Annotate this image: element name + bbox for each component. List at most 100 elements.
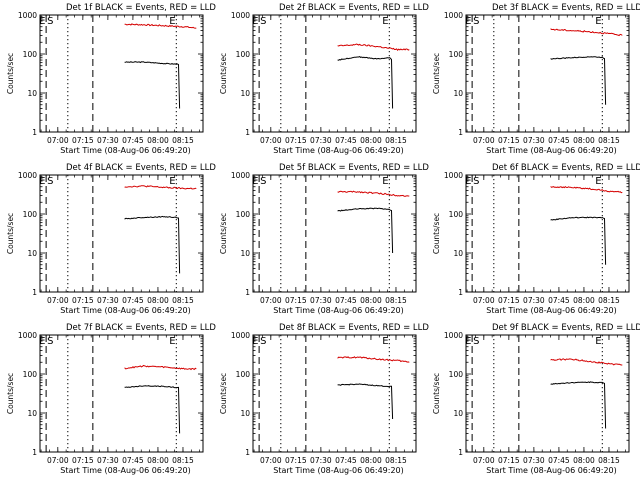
event-end-marker: E — [595, 336, 601, 347]
plot-frame — [39, 334, 204, 453]
det-title-1: Det 1f BLACK = Events, RED = LLD — [66, 3, 216, 13]
det-title-8: Det 8f BLACK = Events, RED = LLD — [279, 323, 429, 333]
y-tick-label: 1000 — [231, 11, 250, 20]
x-tick-label: 07:30 — [310, 456, 332, 465]
event-s-marker: S — [260, 176, 266, 187]
y-tick-label: 100 — [23, 50, 38, 59]
y-tick-label: 10 — [27, 89, 37, 98]
x-tick-label: 08:15 — [385, 456, 407, 465]
lld-series-line — [337, 356, 410, 363]
plot-frame — [252, 174, 417, 293]
lld-series-line — [124, 23, 197, 29]
y-tick-label: 100 — [23, 370, 38, 379]
y-tick-label: 1000 — [18, 331, 37, 340]
y-tick-label: 10 — [27, 249, 37, 258]
event-s-marker: S — [47, 16, 53, 27]
x-tick-label: 07:15 — [498, 136, 520, 145]
y-axis-label: Counts/sec — [6, 213, 15, 254]
y-tick-label: 100 — [449, 50, 464, 59]
y-tick-label: 100 — [449, 210, 464, 219]
y-axis-label: Counts/sec — [219, 213, 228, 254]
plot-frame — [465, 334, 630, 453]
det-panel-9: Det 9f BLACK = Events, RED = LLD 1 10 100 10… — [432, 323, 640, 475]
lld-series-line — [124, 185, 197, 190]
y-tick-label: 1 — [245, 288, 250, 297]
det-panel-2: Det 2f BLACK = Events, RED = LLD 1 10 100 10… — [219, 3, 429, 155]
event-start-marker: E — [39, 336, 45, 347]
y-tick-label: 1 — [458, 128, 463, 137]
lld-series-line — [550, 28, 623, 37]
plot-frame — [39, 174, 204, 293]
y-tick-label: 1 — [458, 288, 463, 297]
x-tick-label: 08:15 — [598, 136, 620, 145]
event-start-marker: E — [252, 336, 258, 347]
event-start-marker: E — [252, 176, 258, 187]
x-tick-label: 07:15 — [285, 136, 307, 145]
event-start-marker: E — [252, 16, 258, 27]
event-start-marker: E — [465, 336, 471, 347]
y-tick-label: 1000 — [444, 11, 463, 20]
x-tick-label: 07:15 — [72, 296, 94, 305]
event-start-marker: E — [465, 16, 471, 27]
x-tick-label: 07:00 — [47, 456, 69, 465]
x-axis-label: Start Time (08-Aug-06 06:49:20) — [273, 146, 404, 155]
y-tick-label: 1 — [32, 448, 37, 457]
x-tick-label: 07:30 — [310, 136, 332, 145]
x-tick-label: 07:15 — [498, 296, 520, 305]
x-tick-label: 08:00 — [147, 296, 169, 305]
x-tick-label: 07:00 — [260, 136, 282, 145]
events-series-line — [550, 381, 607, 429]
event-end-marker: E — [169, 16, 175, 27]
event-s-marker: S — [260, 336, 266, 347]
x-tick-label: 07:15 — [498, 456, 520, 465]
event-start-marker: E — [39, 176, 45, 187]
x-tick-label: 07:30 — [523, 296, 545, 305]
x-tick-label: 07:45 — [122, 296, 144, 305]
x-tick-label: 07:00 — [47, 136, 69, 145]
x-tick-label: 07:00 — [260, 296, 282, 305]
x-tick-label: 07:15 — [285, 296, 307, 305]
plot-frame — [39, 14, 204, 133]
x-tick-label: 08:00 — [573, 456, 595, 465]
y-tick-label: 10 — [453, 89, 463, 98]
x-tick-label: 08:15 — [172, 296, 194, 305]
events-series-line — [124, 61, 181, 109]
x-tick-label: 08:00 — [573, 136, 595, 145]
y-tick-label: 1 — [245, 128, 250, 137]
det-panel-7: Det 7f BLACK = Events, RED = LLD 1 10 100 10… — [6, 323, 216, 475]
det-title-4: Det 4f BLACK = Events, RED = LLD — [66, 163, 216, 173]
x-tick-label: 07:00 — [473, 456, 495, 465]
x-tick-label: 08:00 — [147, 456, 169, 465]
event-end-marker: E — [169, 176, 175, 187]
y-axis-label: Counts/sec — [432, 213, 441, 254]
det-title-3: Det 3f BLACK = Events, RED = LLD — [492, 3, 640, 13]
det-title-5: Det 5f BLACK = Events, RED = LLD — [279, 163, 429, 173]
events-series-line — [124, 385, 181, 434]
event-s-marker: S — [47, 176, 53, 187]
x-tick-label: 08:15 — [385, 136, 407, 145]
x-tick-label: 08:15 — [385, 296, 407, 305]
x-tick-label: 07:45 — [335, 136, 357, 145]
y-tick-label: 1000 — [444, 331, 463, 340]
det-title-2: Det 2f BLACK = Events, RED = LLD — [279, 3, 429, 13]
y-tick-label: 10 — [240, 249, 250, 258]
y-tick-label: 1000 — [444, 171, 463, 180]
y-axis-label: Counts/sec — [432, 373, 441, 414]
x-tick-label: 08:15 — [172, 136, 194, 145]
x-tick-label: 08:00 — [360, 296, 382, 305]
det-title-9: Det 9f BLACK = Events, RED = LLD — [492, 323, 640, 333]
y-tick-label: 1000 — [231, 171, 250, 180]
x-tick-label: 07:45 — [122, 136, 144, 145]
event-s-marker: S — [473, 16, 479, 27]
event-end-marker: E — [382, 336, 388, 347]
x-tick-label: 07:00 — [473, 296, 495, 305]
x-tick-label: 07:45 — [122, 456, 144, 465]
det-title-7: Det 7f BLACK = Events, RED = LLD — [66, 323, 216, 333]
x-tick-label: 07:30 — [97, 136, 119, 145]
lld-series-line — [550, 358, 623, 366]
x-tick-label: 07:45 — [335, 296, 357, 305]
x-tick-label: 07:15 — [72, 456, 94, 465]
det-panel-4: Det 4f BLACK = Events, RED = LLD 1 10 100 10… — [6, 163, 216, 315]
